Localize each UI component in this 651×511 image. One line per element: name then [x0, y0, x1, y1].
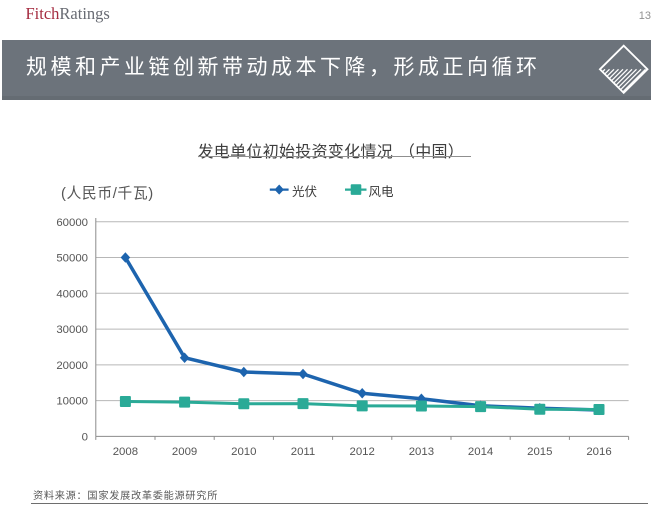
svg-text:40000: 40000: [56, 288, 88, 300]
svg-text:2013: 2013: [409, 446, 434, 458]
svg-text:2012: 2012: [350, 446, 375, 458]
svg-text:0: 0: [82, 432, 88, 444]
svg-text:10000: 10000: [56, 396, 88, 408]
svg-text:2010: 2010: [231, 446, 256, 458]
svg-text:60000: 60000: [56, 217, 88, 229]
svg-text:2014: 2014: [468, 446, 493, 458]
svg-text:20000: 20000: [56, 360, 88, 372]
svg-text:30000: 30000: [56, 324, 88, 336]
svg-text:2016: 2016: [586, 446, 611, 458]
svg-text:2015: 2015: [527, 446, 552, 458]
svg-text:50000: 50000: [56, 253, 88, 265]
svg-text:2009: 2009: [172, 446, 197, 458]
svg-text:2008: 2008: [113, 446, 138, 458]
svg-text:2011: 2011: [291, 446, 316, 458]
